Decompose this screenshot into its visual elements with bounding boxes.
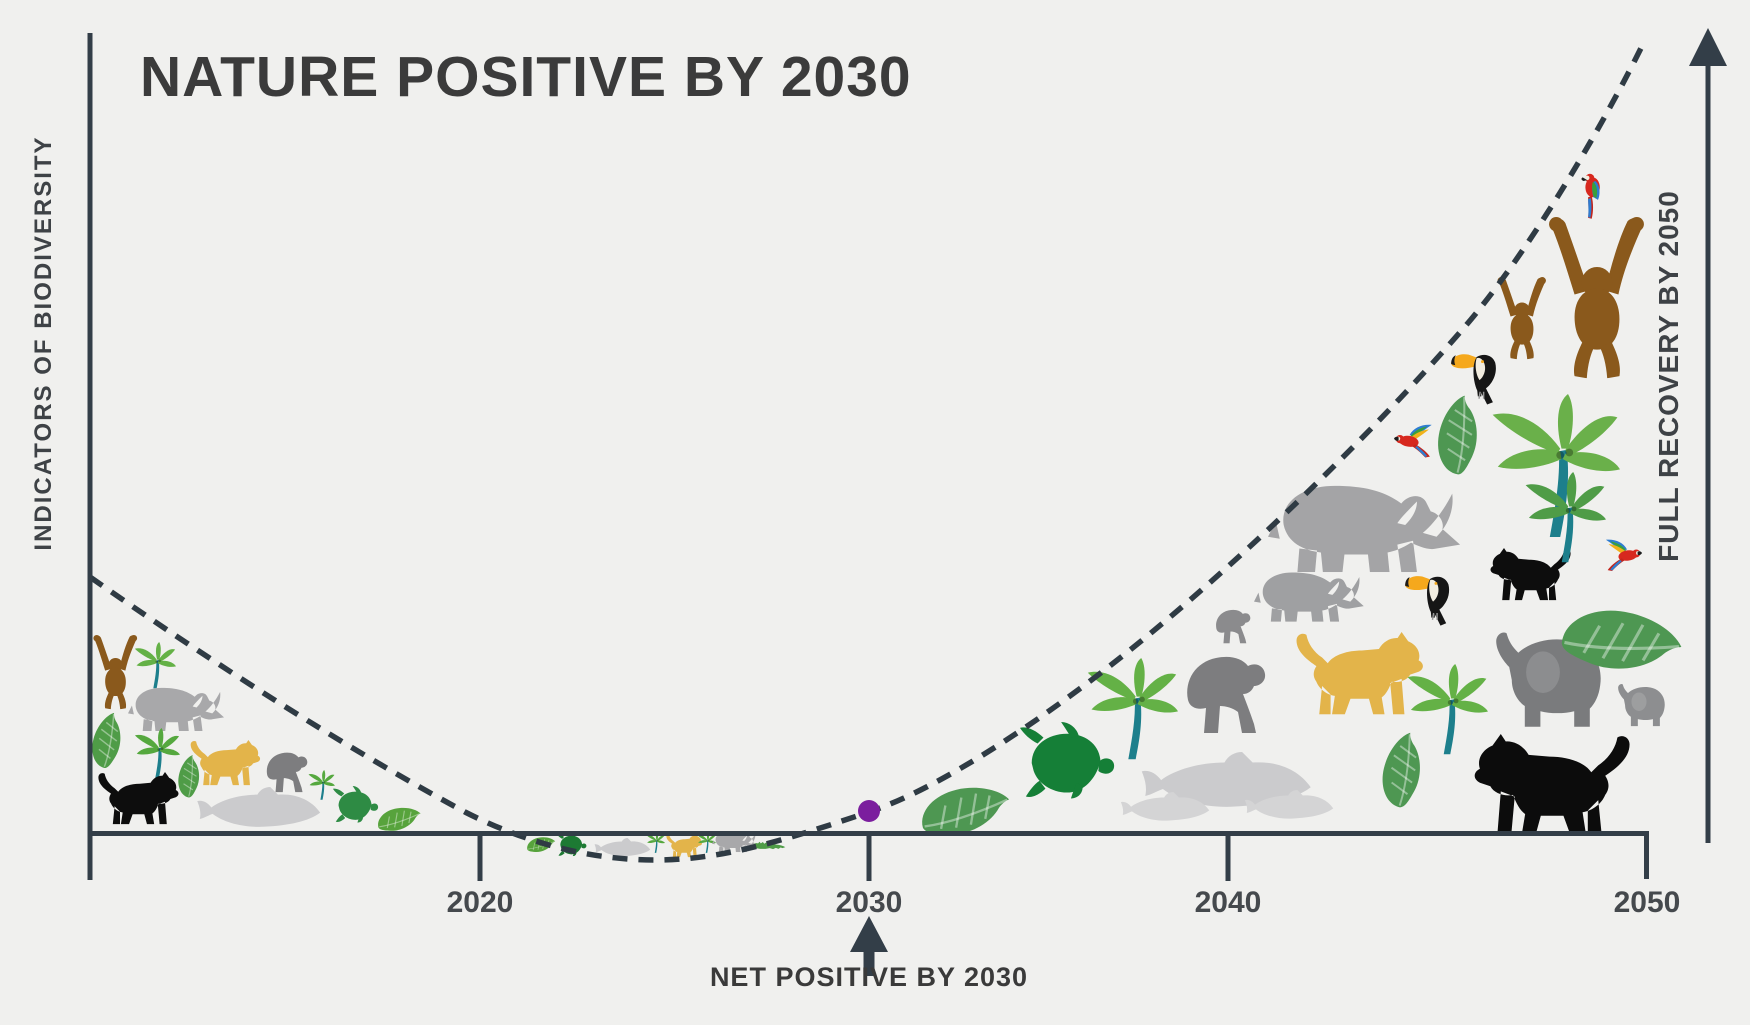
dolphin-illustration [594,838,651,857]
palm-illustration [1407,664,1488,755]
x-tick-label-2030: 2030 [835,886,903,919]
palm-illustration [308,770,335,800]
palm-illustration [134,642,176,689]
rhino-illustration [1254,572,1364,622]
leaf-illustration [1428,390,1489,479]
feline-illustration [1296,632,1423,715]
macaw-flying-illustration [1394,424,1432,458]
biodiversity-curve [88,38,1648,863]
toucan-illustration [1450,353,1497,406]
x-tick-label-2020: 2020 [446,886,514,919]
gorilla-illustration [1216,609,1251,644]
feline-illustration [1490,548,1571,601]
rhino-illustration [1268,485,1461,573]
biodiversity-illustrations [84,173,1688,858]
dolphin-illustration [197,787,321,827]
palm-illustration [134,728,180,779]
turtle-illustration [332,786,379,823]
feline-illustration [98,772,179,825]
macaw-flying-illustration [1605,539,1642,571]
leaf-illustration [375,804,424,834]
leaf-illustration [173,752,206,800]
right-axis-label: FULL RECOVERY BY 2050 [1653,190,1684,562]
elephant-illustration [1618,684,1665,727]
toucan-illustration [1404,575,1450,627]
y-axis-label: INDICATORS OF BIODIVERSITY [30,135,57,551]
gorilla-illustration [1187,656,1266,733]
net-positive-up-arrow-icon [850,916,888,976]
gorilla-illustration [266,752,308,793]
leaf-illustration [916,781,1015,841]
orangutan-illustration [93,634,138,710]
full-recovery-up-arrow-icon [1689,28,1727,843]
orangutan-illustration [1549,217,1644,379]
rhino-illustration [128,687,225,732]
x-tick-label-2040: 2040 [1194,886,1262,919]
macaw-perched-illustration [1581,173,1600,219]
feline-illustration [666,834,702,858]
feline-illustration [190,740,261,786]
turtle-illustration [1019,722,1115,799]
net-positive-annotation: NET POSITIVE BY 2030 [709,962,1029,992]
leaf-illustration [1372,727,1433,812]
feline-illustration [1474,734,1630,835]
axes [87,33,1649,881]
page-title: NATURE POSITIVE BY 2030 [140,45,912,109]
orangutan-illustration [1497,277,1546,360]
x-tick-label-2050: 2050 [1613,886,1681,919]
net-positive-marker [858,800,880,822]
